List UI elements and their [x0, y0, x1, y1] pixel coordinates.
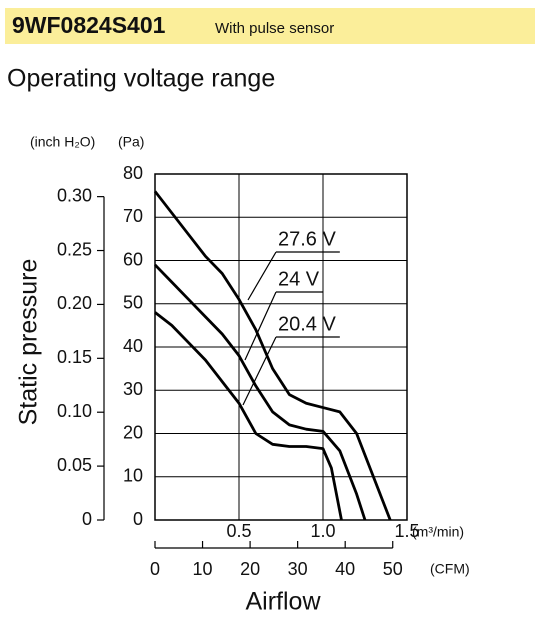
- series-label: 27.6 V: [278, 228, 336, 250]
- series-label: 24 V: [278, 268, 320, 290]
- leader: [242, 336, 277, 406]
- y2-tick-label: 0.10: [57, 401, 92, 421]
- y-tick-label: 30: [123, 379, 143, 399]
- x2-tick-label: 10: [193, 559, 213, 579]
- y2-tick-label: 0.30: [57, 185, 92, 205]
- x-tick-label: 0.5: [226, 521, 251, 541]
- note: With pulse sensor: [215, 20, 334, 37]
- y2-tick-label: 0.20: [57, 293, 92, 313]
- y2-tick-label: 0.25: [57, 239, 92, 259]
- y-tick-label: 10: [123, 466, 143, 486]
- y-tick-label: 70: [123, 206, 143, 226]
- y2-tick-label: 0.05: [57, 455, 92, 475]
- x2-tick-label: 20: [240, 559, 260, 579]
- model: 9WF0824S401: [12, 12, 166, 38]
- x2-tick-label: 30: [288, 559, 308, 579]
- x2-tick-label: 0: [150, 559, 160, 579]
- plot-frame: [154, 173, 408, 521]
- curve: [153, 190, 392, 521]
- y2-tick-label: 0.15: [57, 347, 92, 367]
- header-band: [5, 8, 535, 44]
- y-tick-label: 60: [123, 249, 143, 269]
- y2-tick-label: 0: [82, 509, 92, 529]
- x-tick-label: 1.0: [310, 521, 335, 541]
- x2-unit: (CFM): [430, 561, 470, 577]
- y-tick-label: 50: [123, 293, 143, 313]
- y-tick-label: 40: [123, 336, 143, 356]
- y-tick-label: 0: [133, 509, 143, 529]
- x2-tick-label: 50: [383, 559, 403, 579]
- leader: [247, 251, 277, 301]
- curve: [153, 263, 367, 521]
- chart-title: Operating voltage range: [7, 65, 275, 93]
- series-label: 20.4 V: [278, 313, 336, 335]
- y2-unit: (inch H₂O): [30, 134, 95, 150]
- x-label: Airflow: [245, 588, 321, 616]
- y-tick-label: 20: [123, 422, 143, 442]
- x2-tick-label: 40: [335, 559, 355, 579]
- y-unit: (Pa): [118, 134, 144, 150]
- x-tick-label: 1.5: [394, 521, 419, 541]
- curve: [154, 311, 343, 521]
- y-tick-label: 80: [123, 163, 143, 183]
- leader: [244, 291, 277, 361]
- y-label: Static pressure: [15, 259, 43, 426]
- x-unit: (m³/min): [412, 524, 464, 540]
